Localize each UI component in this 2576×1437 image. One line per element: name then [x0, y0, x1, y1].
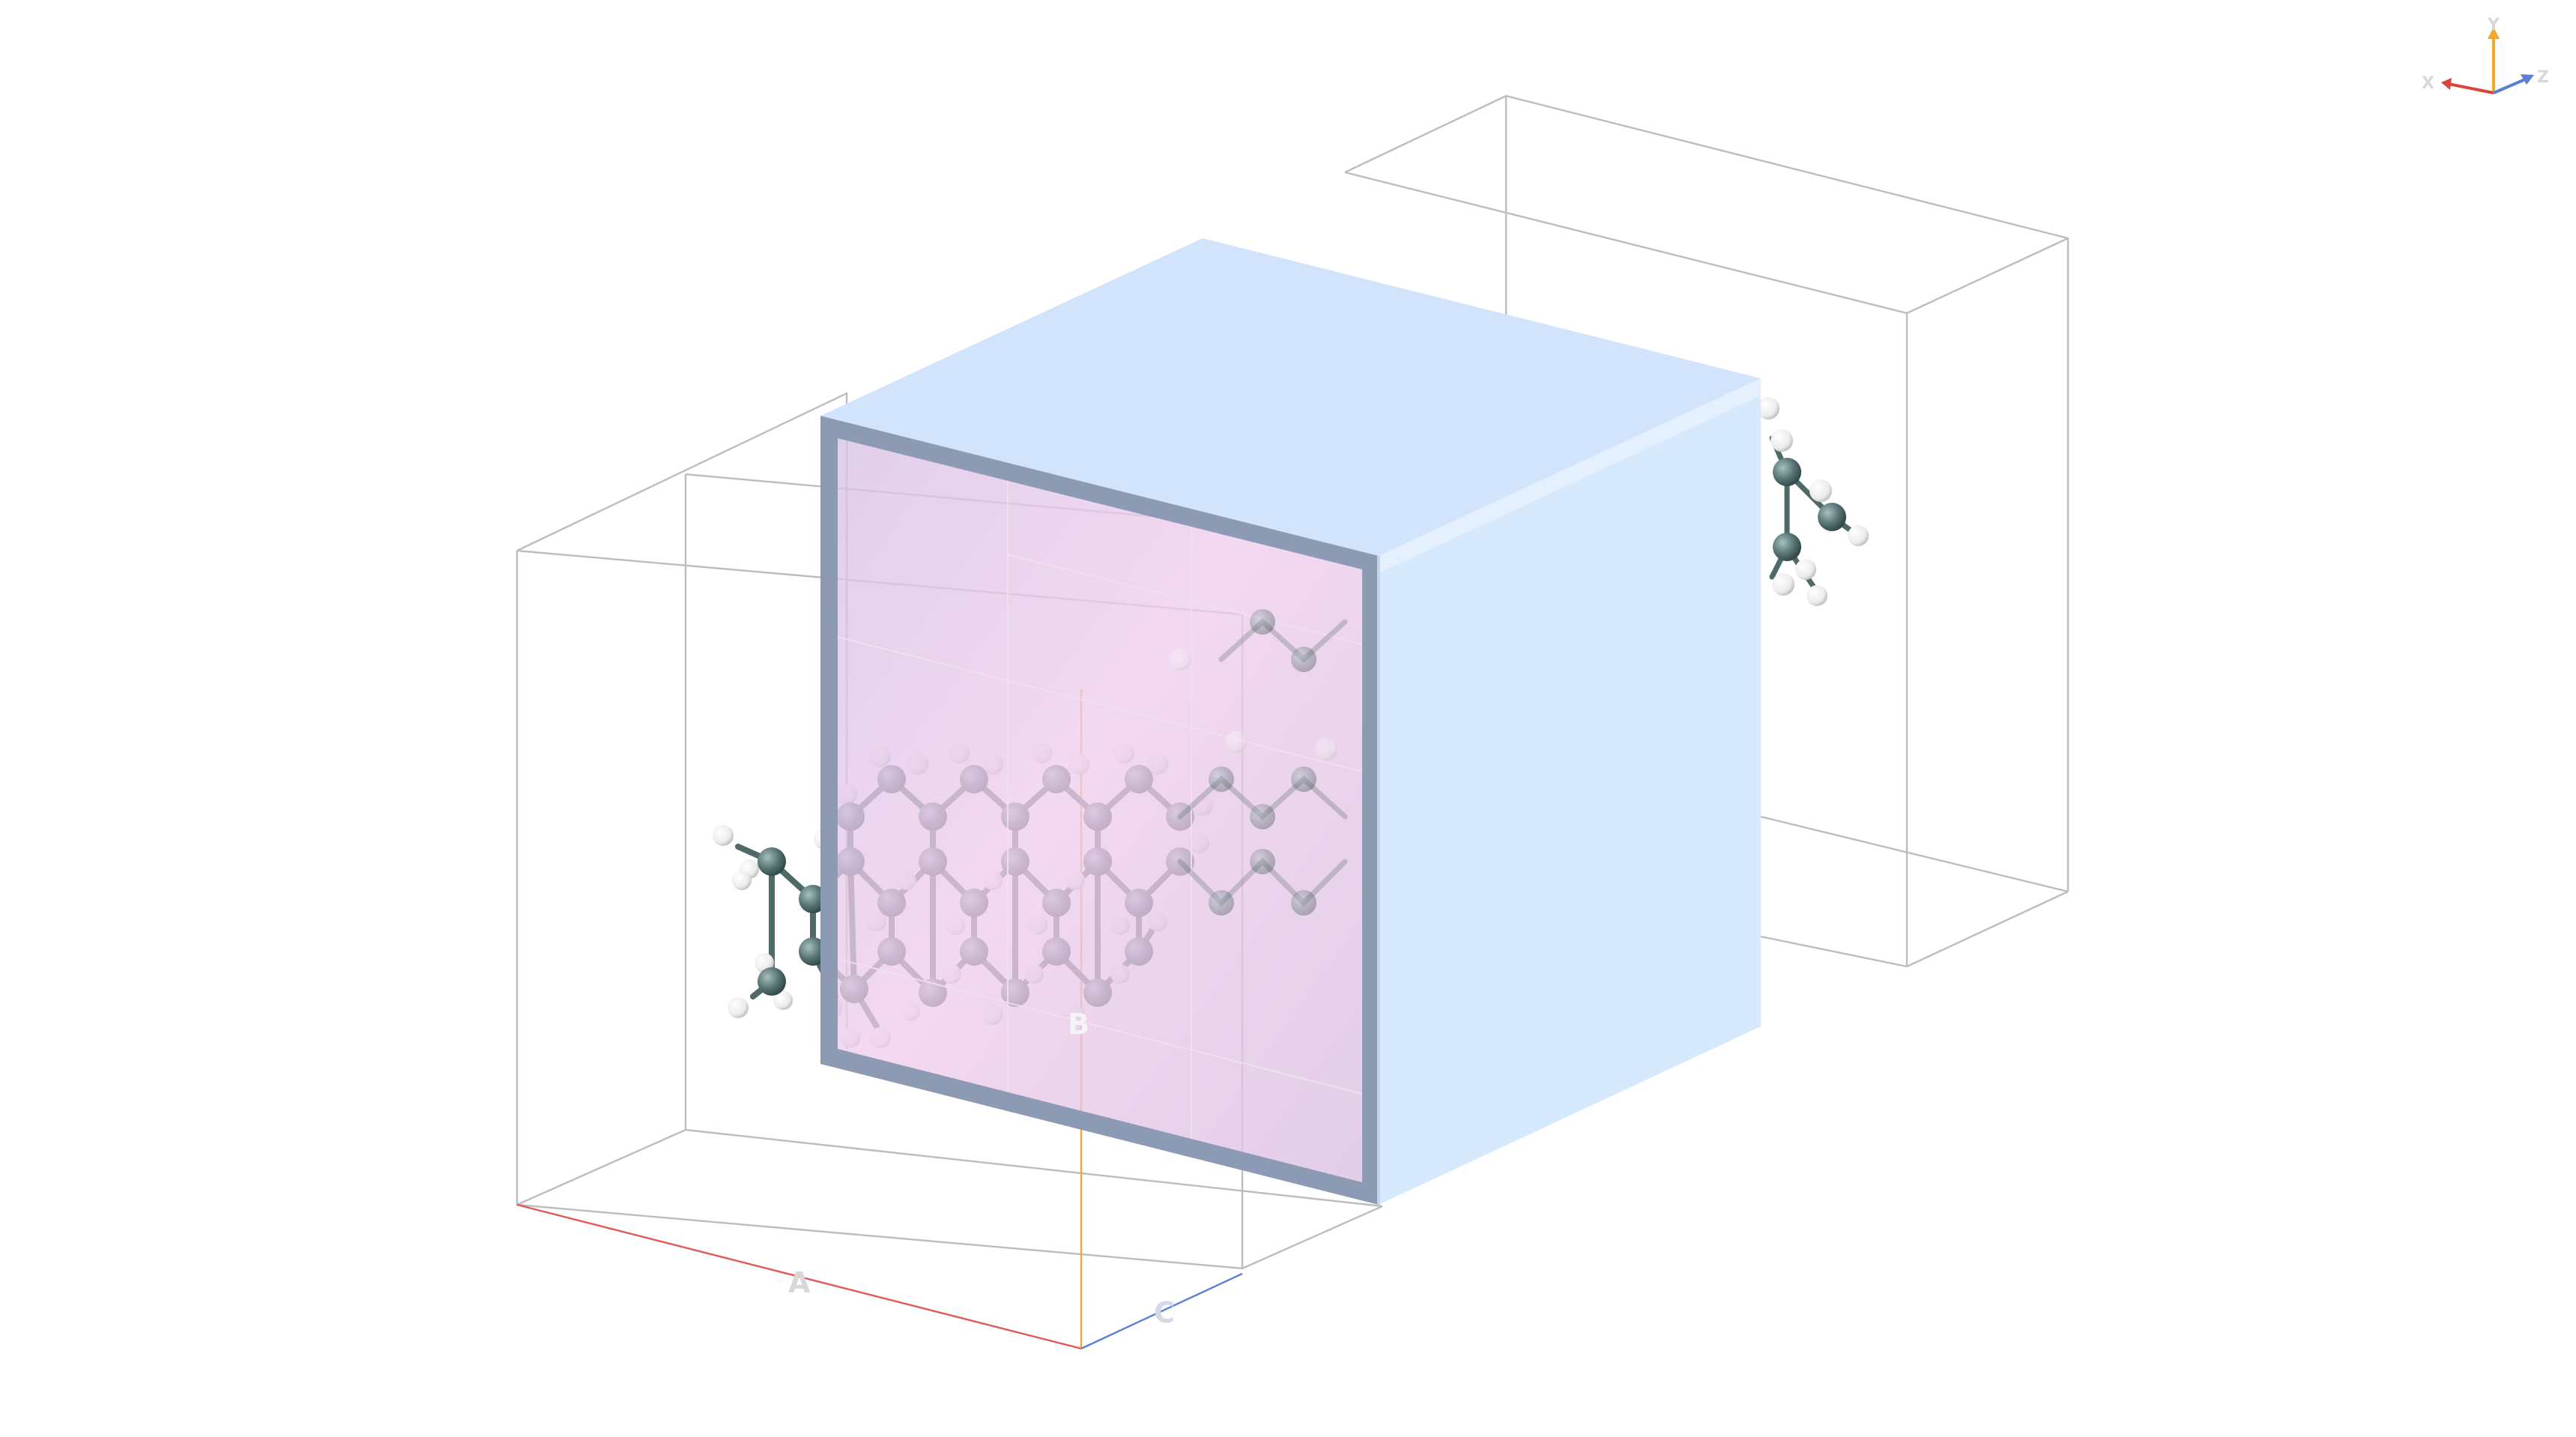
molecule-fragment-right: [1757, 397, 1869, 606]
lattice-axis-c: [1080, 1272, 1243, 1350]
lattice-label-a: A: [788, 1266, 811, 1299]
lattice-label-b: B: [1068, 1008, 1089, 1041]
gizmo-label-x: X: [2422, 74, 2434, 93]
lattice-label-c: C: [1154, 1296, 1175, 1329]
vacuum-slab-box: [820, 238, 1761, 1205]
slab-top-face: [820, 238, 1761, 556]
gizmo-label-z: Z: [2537, 68, 2549, 87]
slab-side-face: [1379, 378, 1761, 1205]
orientation-gizmo: Y X Z: [2422, 16, 2549, 94]
gizmo-label-y: Y: [2487, 16, 2500, 34]
lattice-axis-a: [516, 1203, 1082, 1350]
